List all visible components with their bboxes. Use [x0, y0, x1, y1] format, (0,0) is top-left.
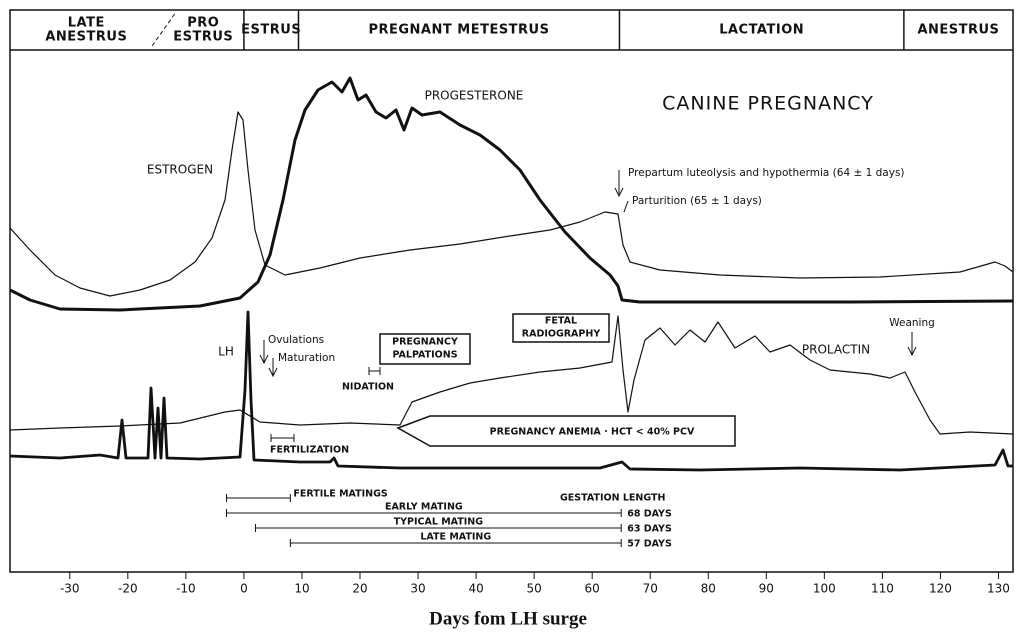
- note-text: PREGNANCY ANEMIA · HCT < 40% PCV: [490, 427, 695, 438]
- phase-label: ANESTRUS: [45, 30, 127, 45]
- curve-label: ESTROGEN: [147, 163, 213, 177]
- x-tick-label: 30: [410, 582, 425, 596]
- prolactin-curve: [9, 315, 1014, 435]
- annotation: Weaning: [889, 317, 935, 329]
- phase-label: LATE: [68, 16, 105, 31]
- gestation-length: 68 DAYS: [627, 509, 672, 520]
- x-tick-label: -10: [176, 582, 196, 596]
- annotation: NIDATION: [342, 382, 394, 393]
- gestation-title: GESTATION LENGTH: [560, 493, 665, 504]
- phase-label: ESTRUS: [173, 30, 233, 45]
- gestation-length: 57 DAYS: [627, 539, 672, 550]
- x-tick-label: 100: [813, 582, 836, 596]
- arrow: [259, 340, 269, 365]
- interval: [270, 434, 295, 442]
- curve-label: LH: [218, 345, 234, 359]
- mating-label: LATE MATING: [420, 532, 491, 543]
- x-tick-label: 20: [352, 582, 367, 596]
- arrowhead: [614, 187, 624, 198]
- phase-divider: [150, 13, 176, 49]
- x-tick-label: 70: [643, 582, 658, 596]
- note-box: [396, 415, 736, 447]
- x-tick-label: 130: [987, 582, 1010, 596]
- annotation: FERTILIZATION: [270, 445, 349, 456]
- curve-label: PROGESTERONE: [425, 89, 524, 103]
- note-text: FETAL: [545, 316, 577, 327]
- note-box: [512, 313, 610, 343]
- mating-label: FERTILE MATINGS: [293, 489, 388, 500]
- phase-label: PREGNANT METESTRUS: [368, 23, 549, 38]
- note-box: [379, 333, 471, 365]
- phase-label: LACTATION: [719, 23, 804, 38]
- gestation-length: 63 DAYS: [627, 524, 672, 535]
- annotation: Prepartum luteolysis and hypothermia (64…: [628, 167, 905, 179]
- mating-label: TYPICAL MATING: [394, 517, 484, 528]
- x-tick-label: -30: [60, 582, 80, 596]
- phase-label: PRO: [187, 16, 219, 31]
- x-tick-label: 60: [585, 582, 600, 596]
- phase-label: ESTRUS: [241, 23, 301, 38]
- arrow: [623, 200, 629, 213]
- x-tick-label: 50: [526, 582, 541, 596]
- arrow: [268, 358, 278, 378]
- x-tick-label: 80: [701, 582, 716, 596]
- x-tick-label: 110: [871, 582, 894, 596]
- phase-label: ANESTRUS: [917, 23, 999, 38]
- annotation: Ovulations: [268, 334, 324, 346]
- x-axis-title: Days fom LH surge: [429, 608, 587, 629]
- interval: [368, 367, 381, 375]
- x-tick-label: 40: [468, 582, 483, 596]
- x-tick-label: 90: [759, 582, 774, 596]
- note-text: RADIOGRAPHY: [522, 329, 601, 340]
- annotation: Parturition (65 ± 1 days): [632, 195, 762, 207]
- note-text: PALPATIONS: [392, 350, 457, 361]
- curve-label: PROLACTIN: [802, 343, 870, 357]
- x-tick-label: 10: [294, 582, 309, 596]
- x-tick-label: 120: [929, 582, 952, 596]
- mating-label: EARLY MATING: [385, 502, 463, 513]
- arrow: [907, 332, 917, 357]
- x-tick-label: -20: [118, 582, 138, 596]
- lh-curve: [9, 310, 1013, 472]
- progesterone-curve: [9, 76, 1014, 312]
- annotation: Maturation: [278, 352, 335, 364]
- note-text: PREGNANCY: [392, 337, 458, 348]
- chart-title: CANINE PREGNANCY: [662, 93, 874, 115]
- estrogen-curve: [9, 111, 1014, 297]
- x-tick-label: 0: [240, 582, 248, 596]
